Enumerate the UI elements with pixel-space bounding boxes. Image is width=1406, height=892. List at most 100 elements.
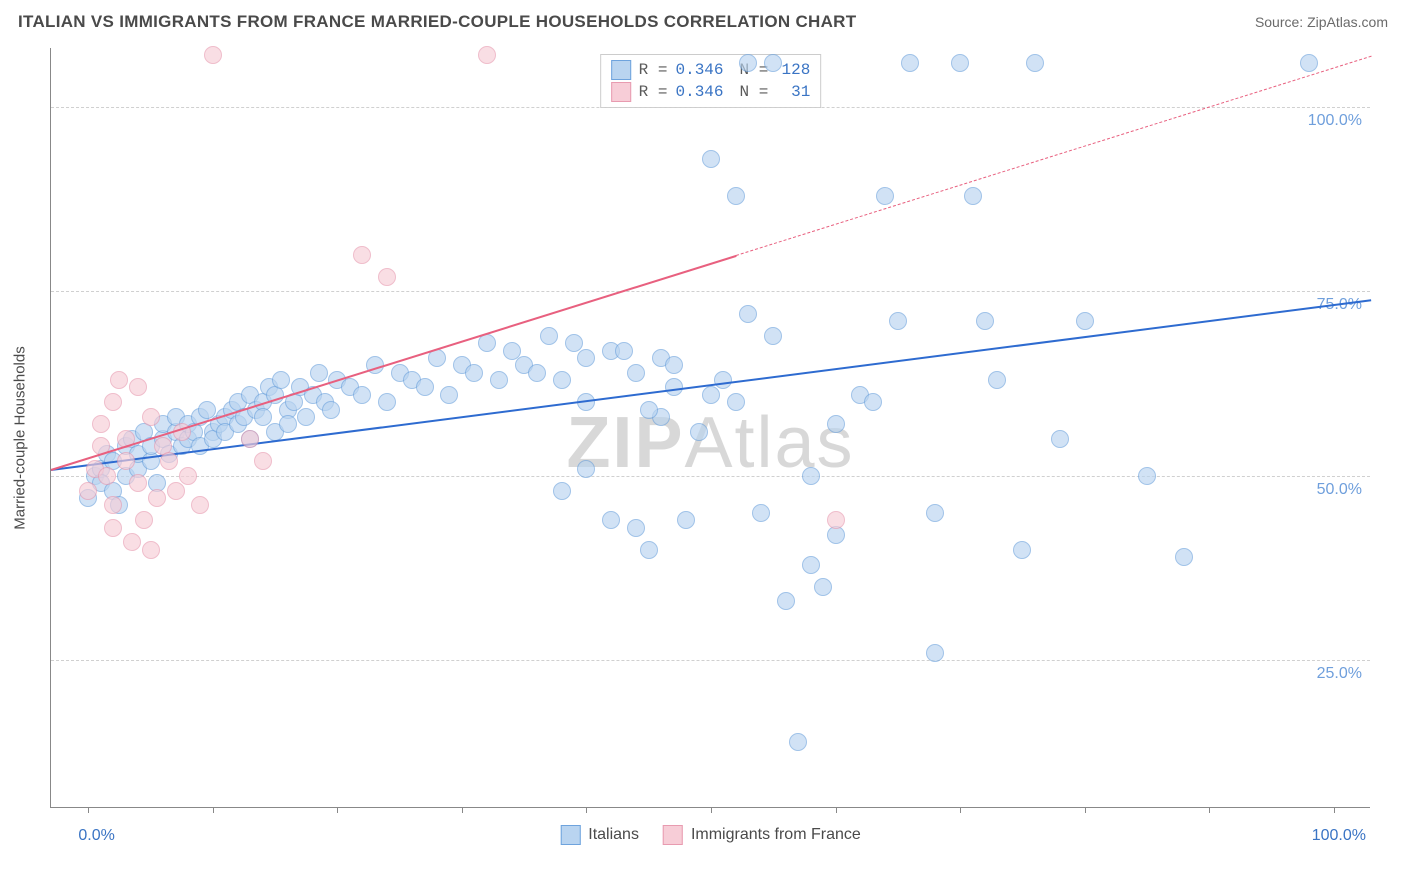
data-point	[690, 423, 708, 441]
legend-stats: R =0.346N =128R =0.346N = 31	[600, 54, 822, 108]
data-point	[553, 482, 571, 500]
x-tick	[586, 807, 587, 813]
data-point	[640, 541, 658, 559]
data-point	[827, 415, 845, 433]
data-point	[198, 401, 216, 419]
data-point	[764, 327, 782, 345]
data-point	[565, 334, 583, 352]
data-point	[964, 187, 982, 205]
data-point	[129, 474, 147, 492]
data-point	[322, 401, 340, 419]
data-point	[378, 393, 396, 411]
legend-label: Immigrants from France	[691, 826, 861, 844]
data-point	[777, 592, 795, 610]
data-point	[142, 408, 160, 426]
x-tick	[88, 807, 89, 813]
n-value: 31	[776, 83, 810, 101]
data-point	[702, 150, 720, 168]
r-label: R =	[639, 61, 668, 79]
x-max-label: 100.0%	[1312, 827, 1366, 845]
data-point	[814, 578, 832, 596]
data-point	[665, 356, 683, 374]
data-point	[179, 467, 197, 485]
data-point	[148, 489, 166, 507]
data-point	[752, 504, 770, 522]
data-point	[926, 644, 944, 662]
data-point	[353, 246, 371, 264]
legend-swatch	[611, 60, 631, 80]
data-point	[727, 393, 745, 411]
data-point	[104, 496, 122, 514]
trend-line	[736, 55, 1371, 255]
data-point	[79, 482, 97, 500]
data-point	[789, 733, 807, 751]
r-value: 0.346	[675, 61, 723, 79]
data-point	[440, 386, 458, 404]
data-point	[540, 327, 558, 345]
data-point	[142, 541, 160, 559]
data-point	[1175, 548, 1193, 566]
y-tick-label: 25.0%	[1317, 665, 1362, 683]
data-point	[241, 430, 259, 448]
y-axis-label: Married-couple Households	[12, 346, 29, 529]
x-tick	[1209, 807, 1210, 813]
data-point	[1026, 54, 1044, 72]
gridline	[51, 291, 1370, 292]
watermark-right: Atlas	[684, 403, 854, 483]
data-point	[123, 533, 141, 551]
data-point	[976, 312, 994, 330]
chart-title: ITALIAN VS IMMIGRANTS FROM FRANCE MARRIE…	[18, 12, 856, 32]
data-point	[416, 378, 434, 396]
legend-swatch	[663, 825, 683, 845]
data-point	[739, 54, 757, 72]
data-point	[353, 386, 371, 404]
data-point	[702, 386, 720, 404]
y-tick-label: 50.0%	[1317, 481, 1362, 499]
data-point	[378, 268, 396, 286]
data-point	[104, 393, 122, 411]
data-point	[827, 511, 845, 529]
data-point	[254, 452, 272, 470]
data-point	[727, 187, 745, 205]
gridline	[51, 107, 1370, 108]
data-point	[204, 46, 222, 64]
data-point	[1300, 54, 1318, 72]
data-point	[627, 519, 645, 537]
data-point	[864, 393, 882, 411]
data-point	[135, 511, 153, 529]
legend-stats-row: R =0.346N = 31	[611, 81, 811, 103]
x-tick	[213, 807, 214, 813]
data-point	[465, 364, 483, 382]
data-point	[160, 452, 178, 470]
data-point	[490, 371, 508, 389]
data-point	[615, 342, 633, 360]
x-tick	[960, 807, 961, 813]
data-point	[478, 46, 496, 64]
y-tick-label: 100.0%	[1308, 112, 1362, 130]
data-point	[167, 482, 185, 500]
data-point	[272, 371, 290, 389]
data-point	[117, 452, 135, 470]
x-tick	[337, 807, 338, 813]
data-point	[528, 364, 546, 382]
r-value: 0.346	[675, 83, 723, 101]
legend-series: ItaliansImmigrants from France	[560, 825, 861, 845]
data-point	[553, 371, 571, 389]
gridline	[51, 660, 1370, 661]
gridline	[51, 476, 1370, 477]
data-point	[926, 504, 944, 522]
data-point	[951, 54, 969, 72]
data-point	[254, 408, 272, 426]
source-label: Source: ZipAtlas.com	[1255, 14, 1388, 30]
data-point	[191, 496, 209, 514]
scatter-plot: ZIPAtlas R =0.346N =128R =0.346N = 31 It…	[50, 48, 1370, 808]
x-tick	[1085, 807, 1086, 813]
data-point	[764, 54, 782, 72]
data-point	[1051, 430, 1069, 448]
data-point	[1013, 541, 1031, 559]
x-tick	[711, 807, 712, 813]
data-point	[901, 54, 919, 72]
data-point	[889, 312, 907, 330]
legend-swatch	[611, 82, 631, 102]
data-point	[110, 371, 128, 389]
